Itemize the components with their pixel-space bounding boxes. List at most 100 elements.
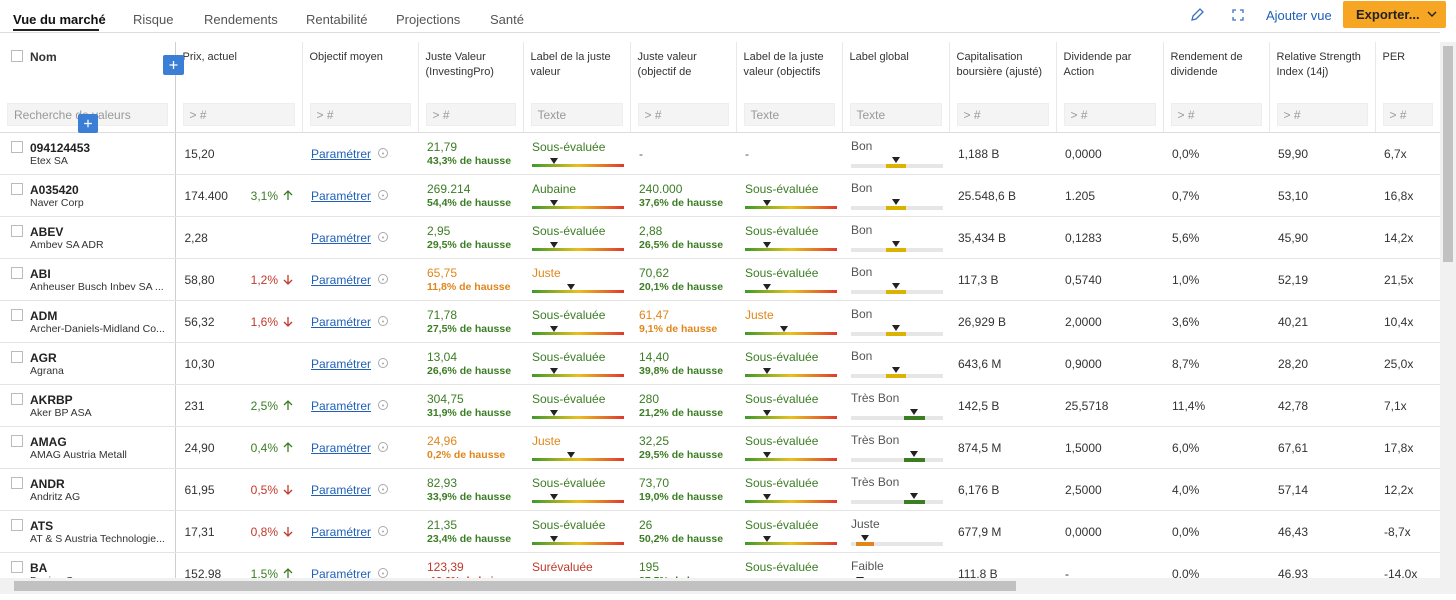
global-gauge (851, 451, 943, 462)
checkbox[interactable] (11, 561, 23, 573)
export-button[interactable]: Exporter... (1343, 1, 1446, 28)
column-header[interactable]: Label de la juste valeur (523, 42, 631, 96)
filter-input[interactable]: > # (425, 102, 516, 126)
metric-value: 21,5x (1384, 272, 1414, 287)
help-icon[interactable] (377, 189, 389, 201)
help-icon[interactable] (377, 525, 389, 537)
set-objective-link[interactable]: Paramétrer (311, 566, 372, 579)
filter-input[interactable]: > # (182, 102, 295, 126)
column-header[interactable]: Dividende par Action (1056, 42, 1164, 96)
column-header[interactable]: Nom (0, 42, 176, 96)
table-row[interactable]: AMAG AMAG Austria Metall 24,90 0,4% Paramétr… (0, 426, 1440, 469)
checkbox[interactable] (11, 225, 23, 237)
filter-input[interactable]: > # (956, 102, 1049, 126)
checkbox[interactable] (11, 435, 23, 447)
table-row[interactable]: A035420 Naver Corp 174.400 3,1% Paramétrer 26… (0, 174, 1440, 217)
checkbox[interactable] (11, 50, 23, 62)
add-symbol-button[interactable] (78, 114, 98, 133)
valuation-label-cell: - (736, 132, 842, 175)
set-objective-link[interactable]: Paramétrer (311, 398, 372, 413)
checkbox[interactable] (11, 351, 23, 363)
gauge-marker (550, 200, 559, 206)
fullscreen-icon[interactable] (1229, 6, 1247, 24)
filter-input[interactable]: > # (1063, 102, 1156, 126)
valuation-label: Sous-évaluée (745, 518, 819, 532)
checkbox[interactable] (11, 393, 23, 405)
table-row[interactable]: AKRBP Aker BP ASA 231 2,5% Paramétrer 304,75 3… (0, 384, 1440, 427)
help-icon[interactable] (377, 147, 389, 159)
fair-value: 2,95 (427, 224, 451, 238)
help-icon[interactable] (377, 483, 389, 495)
table-row[interactable]: ABEV Ambev SA ADR 2,28 Paramétrer 2,95 29,5% … (0, 216, 1440, 259)
table-row[interactable]: 094124453 Etex SA 15,20 Paramétrer 21,79 43,3… (0, 132, 1440, 175)
horizontal-scrollbar[interactable] (0, 578, 1456, 594)
change-value: 1,6% (250, 315, 278, 329)
column-header[interactable]: Capitalisation boursière (ajusté) (949, 42, 1057, 96)
set-objective-link[interactable]: Paramétrer (311, 188, 372, 203)
metric-cell: 25,5718 (1056, 384, 1163, 427)
help-icon[interactable] (377, 567, 389, 579)
column-header[interactable]: Rendement de dividende (1163, 42, 1270, 96)
column-header[interactable]: Juste valeur (objectif de (630, 42, 737, 96)
filter-input[interactable]: > # (1170, 102, 1262, 126)
set-objective-link[interactable]: Paramétrer (311, 482, 372, 497)
tab[interactable]: Santé (490, 12, 524, 27)
column-header[interactable]: PER (1375, 42, 1440, 96)
help-icon[interactable] (377, 315, 389, 327)
help-icon[interactable] (377, 399, 389, 411)
tab[interactable]: Rentabilité (306, 12, 368, 27)
help-icon[interactable] (377, 357, 389, 369)
table-row[interactable]: AGR Agrana 10,30 Paramétrer 13,04 26,6% de ha… (0, 342, 1440, 385)
set-objective-link[interactable]: Paramétrer (311, 272, 372, 287)
filter-input[interactable]: Texte (530, 102, 623, 126)
help-icon[interactable] (377, 441, 389, 453)
table-row[interactable]: ATS AT & S Austria Technologie... 17,31 0,8… (0, 510, 1440, 553)
edit-icon[interactable] (1188, 6, 1206, 24)
checkbox[interactable] (11, 309, 23, 321)
column-header[interactable]: Label de la juste valeur (objectifs (736, 42, 843, 96)
column-header[interactable]: Label global (842, 42, 950, 96)
gauge-marker (910, 451, 919, 457)
set-objective-link[interactable]: Paramétrer (311, 356, 372, 371)
checkbox[interactable] (11, 141, 23, 153)
add-column-button[interactable] (163, 55, 184, 75)
valuation-label: Sous-évaluée (745, 266, 819, 280)
fair-value: 24,96 (427, 434, 458, 448)
table-row[interactable]: ABI Anheuser Busch Inbev SA ... 58,80 1,2% P… (0, 258, 1440, 301)
vertical-scrollbar[interactable] (1440, 42, 1456, 578)
checkbox[interactable] (11, 267, 23, 279)
tab[interactable]: Vue du marché (13, 12, 106, 27)
set-objective-link[interactable]: Paramétrer (311, 146, 372, 161)
checkbox[interactable] (11, 477, 23, 489)
set-objective-link[interactable]: Paramétrer (311, 230, 372, 245)
tab[interactable]: Projections (396, 12, 461, 27)
column-header[interactable]: Objectif moyen (302, 42, 419, 96)
filter-input[interactable]: > # (309, 102, 411, 126)
checkbox[interactable] (11, 519, 23, 531)
set-objective-link[interactable]: Paramétrer (311, 314, 372, 329)
help-icon[interactable] (377, 231, 389, 243)
scroll-thumb[interactable] (14, 581, 1016, 591)
scroll-thumb[interactable] (1443, 46, 1453, 262)
tab[interactable]: Risque (133, 12, 174, 27)
filter-input[interactable]: > # (1382, 102, 1433, 126)
column-header[interactable]: Prix, actuel (175, 42, 303, 96)
table-row[interactable]: BABoeing Co152,981,5%Paramétrer123,39-19… (0, 552, 1440, 579)
column-header[interactable]: Relative Strength Index (14j) (1269, 42, 1376, 96)
objective-cell: Paramétrer (302, 426, 418, 469)
set-objective-link[interactable]: Paramétrer (311, 524, 372, 539)
filter-input[interactable]: Texte (849, 102, 942, 126)
checkbox[interactable] (11, 183, 23, 195)
table-row[interactable]: ADM Archer-Daniels-Midland Co... 56,32 1,6%… (0, 300, 1440, 343)
tab[interactable]: Rendements (204, 12, 278, 27)
table-row[interactable]: ANDR Andritz AG 61,95 0,5% Paramétrer 82,93 33… (0, 468, 1440, 511)
column-header[interactable]: Juste Valeur (InvestingPro) (418, 42, 524, 96)
add-view-link[interactable]: Ajouter vue (1266, 8, 1332, 23)
set-objective-link[interactable]: Paramétrer (311, 440, 372, 455)
filter-input[interactable]: > # (1276, 102, 1368, 126)
filter-input[interactable]: Texte (743, 102, 835, 126)
trend-arrow (283, 190, 293, 200)
valuation-label-cell: Juste (736, 300, 842, 343)
help-icon[interactable] (377, 273, 389, 285)
filter-input[interactable]: > # (637, 102, 729, 126)
